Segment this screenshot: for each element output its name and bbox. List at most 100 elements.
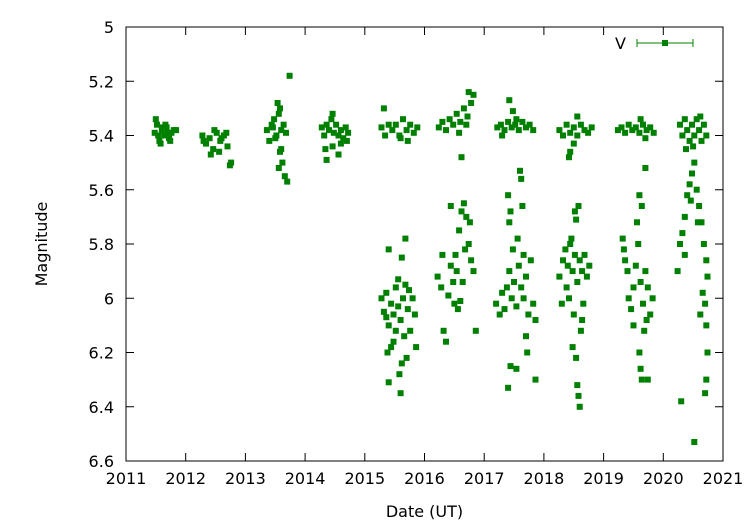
data-point (322, 146, 329, 153)
data-point (556, 273, 563, 280)
data-point (398, 360, 405, 367)
data-point (335, 132, 342, 139)
data-point (697, 311, 704, 318)
data-point (583, 273, 590, 280)
data-point (228, 159, 235, 166)
data-point (284, 178, 291, 185)
data-point (577, 327, 584, 334)
data-point (579, 268, 586, 275)
data-point (439, 118, 446, 125)
data-point (686, 137, 693, 144)
data-point (389, 127, 396, 134)
data-point (507, 363, 514, 370)
data-point (388, 300, 395, 307)
data-point (570, 311, 577, 318)
data-point (513, 303, 520, 310)
data-point (269, 124, 276, 131)
data-point (700, 241, 707, 247)
data-point (499, 289, 506, 296)
data-point (447, 262, 454, 269)
data-point (574, 113, 581, 120)
x-tick-label: 2019 (583, 469, 624, 488)
data-point (579, 317, 586, 323)
data-point (385, 246, 392, 253)
x-tick-label: 2020 (643, 469, 684, 488)
data-point (501, 127, 508, 134)
data-point (272, 135, 279, 142)
data-point (407, 121, 414, 128)
data-point (625, 295, 632, 302)
data-point (395, 303, 402, 310)
data-point (586, 262, 593, 269)
data-point (703, 132, 710, 139)
data-point (167, 137, 174, 144)
data-point (385, 379, 392, 386)
data-point (199, 132, 206, 139)
data-point (278, 146, 285, 153)
data-point (457, 118, 464, 125)
data-point (380, 105, 387, 112)
data-point (689, 170, 695, 177)
data-point (440, 327, 447, 334)
data-point (323, 121, 330, 128)
data-point (681, 251, 688, 258)
data-point (689, 121, 695, 128)
data-point (457, 298, 464, 304)
data-point (650, 129, 657, 136)
data-point (619, 235, 626, 242)
data-point (411, 311, 418, 318)
data-point (463, 121, 470, 128)
data-point (443, 127, 449, 134)
data-point (509, 246, 516, 253)
data-point (563, 284, 570, 291)
legend-label-v: V (615, 34, 626, 53)
data-point (450, 121, 457, 128)
data-point (277, 105, 283, 112)
data-point (647, 124, 654, 131)
data-point (456, 129, 463, 136)
data-point (636, 129, 643, 136)
data-point (505, 192, 512, 199)
data-point (683, 146, 689, 153)
data-point (459, 279, 466, 285)
data-point (677, 241, 683, 247)
data-point (573, 354, 580, 361)
data-point (691, 159, 698, 166)
y-tick-label: 6.4 (89, 398, 114, 417)
data-point (509, 108, 516, 115)
data-point (384, 349, 391, 356)
data-point (451, 300, 458, 307)
x-tick-label: 2012 (165, 469, 206, 488)
data-point (460, 105, 467, 112)
data-point (321, 132, 328, 139)
data-point (465, 89, 472, 96)
data-point (614, 127, 621, 134)
data-point (275, 110, 282, 117)
data-point (397, 317, 404, 323)
data-point (649, 295, 656, 302)
x-tick-label: 2016 (404, 469, 445, 488)
data-point (690, 143, 697, 150)
x-tick-label: 2018 (524, 469, 565, 488)
data-point (382, 132, 389, 139)
data-point (402, 281, 409, 288)
data-point (406, 287, 412, 294)
data-point (337, 140, 344, 147)
data-point (403, 127, 410, 134)
data-point (678, 398, 685, 405)
data-point (569, 344, 576, 351)
data-point (523, 273, 529, 280)
data-point (703, 322, 710, 329)
data-point (681, 213, 688, 220)
data-point (704, 273, 711, 280)
data-point (640, 121, 646, 128)
data-point (466, 219, 473, 226)
data-point (636, 349, 643, 356)
data-point (395, 276, 402, 283)
data-point (562, 246, 569, 253)
data-point (401, 333, 408, 340)
data-point (556, 127, 563, 134)
data-point (637, 116, 644, 123)
data-point (696, 203, 703, 209)
data-point (414, 124, 421, 131)
